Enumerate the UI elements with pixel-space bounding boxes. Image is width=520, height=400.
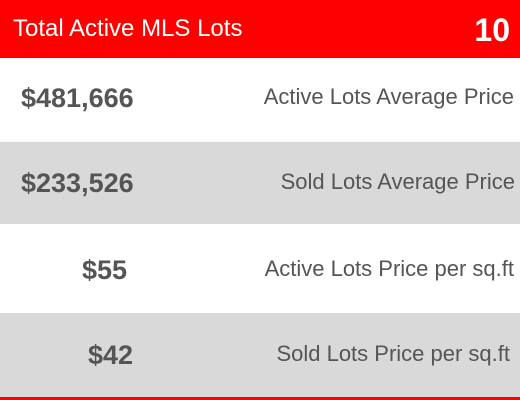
active-average-price-label: Active Lots Average Price xyxy=(263,84,514,109)
sold-average-price-value: $233,526 xyxy=(21,168,134,198)
sold-price-per-sqft-value: $42 xyxy=(88,340,134,370)
stat-row-active-per-sqft: $55 Active Lots Price per sq.ft xyxy=(0,224,520,313)
header-title: Total Active MLS Lots xyxy=(13,15,243,42)
total-lots-count: 10 xyxy=(474,12,510,48)
active-average-price-value: $481,666 xyxy=(21,83,134,113)
stat-row-active-average: $481,666 Active Lots Average Price xyxy=(0,58,520,142)
sold-price-per-sqft-label: Sold Lots Price per sq.ft xyxy=(276,341,510,366)
stat-row-sold-per-sqft: $42 Sold Lots Price per sq.ft xyxy=(0,313,520,400)
stat-row-sold-average: $233,526 Sold Lots Average Price xyxy=(0,142,520,224)
active-price-per-sqft-label: Active Lots Price per sq.ft xyxy=(264,256,514,281)
bottom-accent-line xyxy=(0,397,520,400)
active-price-per-sqft-value: $55 xyxy=(82,255,128,285)
header-bar: Total Active MLS Lots 10 xyxy=(0,0,520,58)
sold-average-price-label: Sold Lots Average Price xyxy=(280,169,515,194)
